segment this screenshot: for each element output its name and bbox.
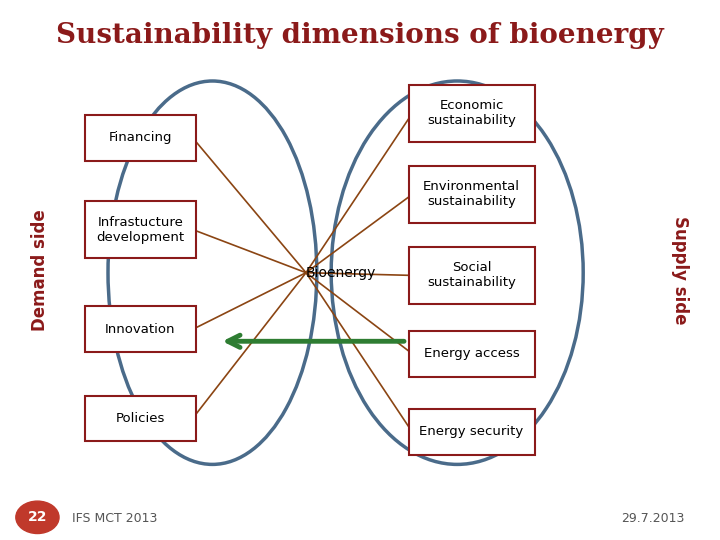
Text: Energy access: Energy access [424,347,519,360]
Circle shape [16,501,59,534]
Text: Infrastucture
development: Infrastucture development [96,215,184,244]
Text: Policies: Policies [116,412,165,425]
FancyBboxPatch shape [409,247,534,303]
FancyBboxPatch shape [409,330,534,377]
Text: Economic
sustainability: Economic sustainability [427,99,516,127]
FancyBboxPatch shape [85,306,196,352]
Text: 29.7.2013: 29.7.2013 [621,512,684,525]
FancyBboxPatch shape [409,85,534,141]
Text: Innovation: Innovation [105,323,176,336]
Text: Social
sustainability: Social sustainability [427,261,516,289]
Text: IFS MCT 2013: IFS MCT 2013 [72,512,158,525]
Text: Financing: Financing [109,131,172,144]
FancyBboxPatch shape [85,201,196,258]
Text: Supply side: Supply side [671,216,690,324]
Text: Environmental
sustainability: Environmental sustainability [423,180,520,208]
Text: Demand side: Demand side [30,209,49,331]
Text: Energy security: Energy security [420,426,523,438]
FancyBboxPatch shape [85,395,196,442]
Text: Sustainability dimensions of bioenergy: Sustainability dimensions of bioenergy [56,22,664,49]
FancyBboxPatch shape [85,115,196,160]
Text: 22: 22 [27,510,48,524]
Text: Bioenergy: Bioenergy [306,266,377,280]
FancyBboxPatch shape [409,166,534,222]
FancyBboxPatch shape [409,409,534,455]
